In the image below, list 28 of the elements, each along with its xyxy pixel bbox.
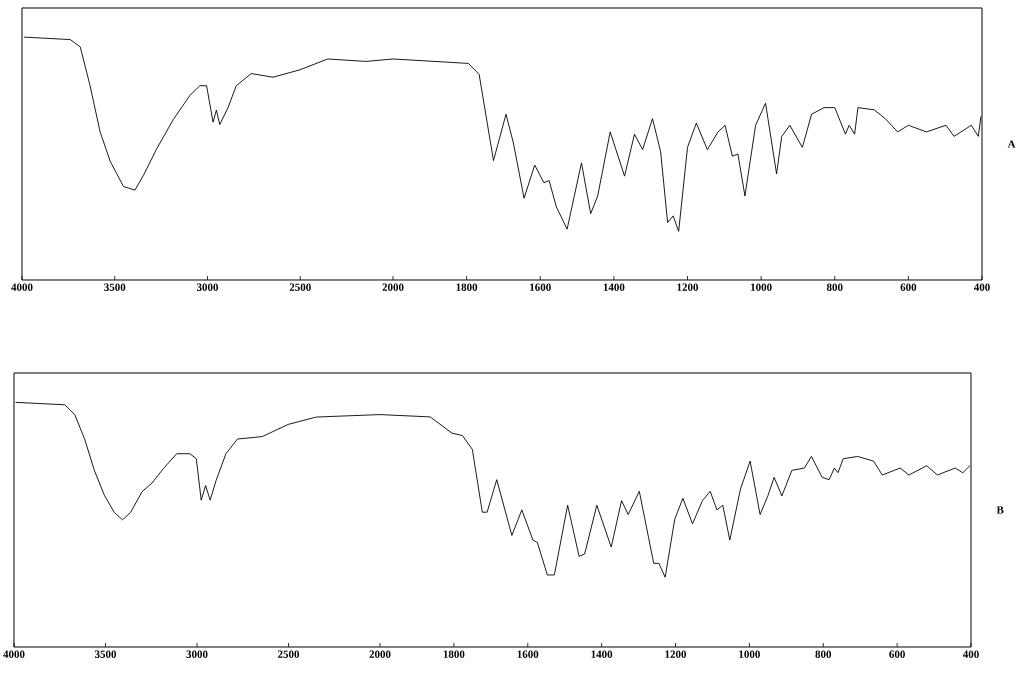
x-tick-label: 4000 [11, 283, 33, 291]
x-tick-label: 1400 [591, 650, 613, 658]
x-tick-label: 1800 [456, 283, 478, 291]
x-tick-label: 1600 [530, 283, 551, 291]
x-tick-label: 4000 [3, 650, 25, 658]
x-tick-label: 1000 [739, 650, 760, 658]
x-tick-label: 1200 [665, 650, 687, 658]
x-tick-label: 400 [962, 650, 979, 658]
x-tick-label: 3500 [94, 650, 117, 658]
text: A [1007, 140, 1016, 148]
text: B [996, 506, 1004, 514]
x-tick-label: 2000 [369, 650, 391, 658]
x-tick-label: 2000 [382, 283, 404, 291]
x-tick-label: 400 [973, 283, 990, 291]
x-tick-label: 800 [815, 650, 832, 658]
x-tick-label: 3000 [196, 283, 219, 291]
x-tick-label: 1400 [603, 283, 625, 291]
x-tick-label: 1000 [751, 283, 772, 291]
x-tick-label: 1200 [677, 283, 699, 291]
x-tick-label: 3500 [104, 283, 126, 291]
x-tick-label: 1800 [443, 650, 465, 658]
x-tick-label: 2500 [277, 650, 300, 658]
x-tick-label: 800 [826, 283, 843, 291]
x-tick-label: 2500 [289, 283, 311, 291]
x-tick-label: 1600 [517, 650, 539, 658]
x-tick-label: 600 [889, 650, 905, 658]
x-tick-label: 600 [900, 283, 917, 291]
x-tick-label: 3000 [186, 650, 208, 658]
